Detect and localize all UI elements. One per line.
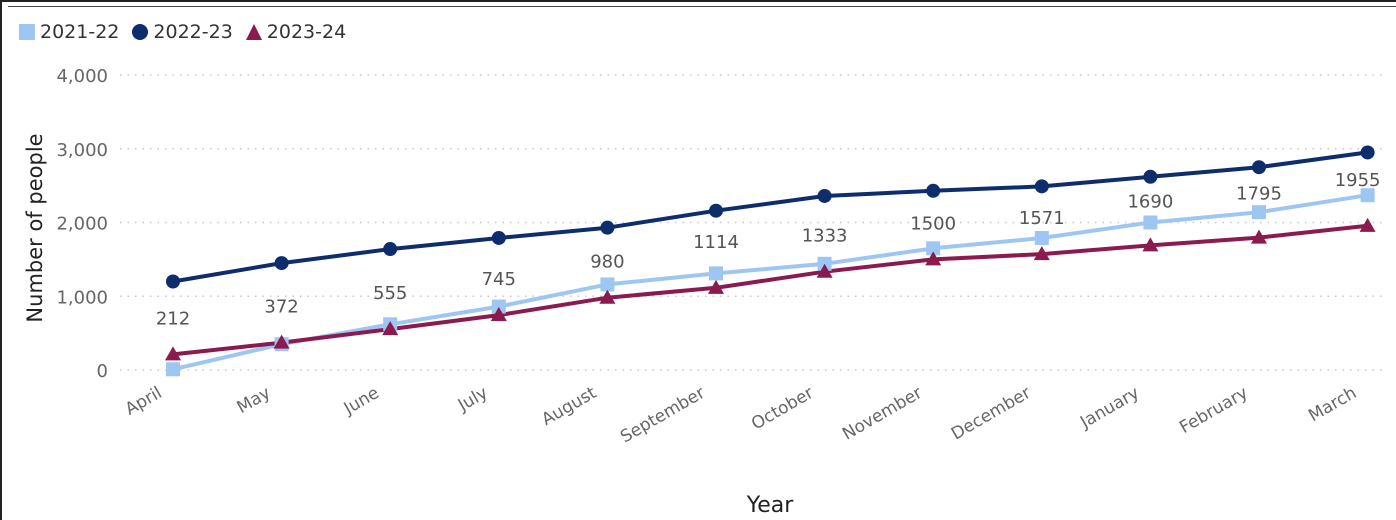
- data-point-2022-23: [383, 242, 398, 257]
- data-point-2023-24: [165, 346, 181, 361]
- data-label: 1690: [1127, 191, 1173, 212]
- data-point-2022-23: [274, 256, 289, 271]
- legend-label-2022-23: 2022-23: [153, 21, 233, 43]
- x-tick-label: November: [839, 383, 926, 445]
- data-point-2021-22: [926, 241, 941, 256]
- data-point-2021-22: [1034, 230, 1049, 245]
- data-label: 1114: [693, 232, 739, 253]
- data-point-2021-22: [1360, 188, 1375, 203]
- x-axis-title: Year: [746, 493, 795, 518]
- x-tick-label: October: [748, 383, 817, 434]
- data-point-2022-23: [491, 230, 506, 245]
- data-label: 372: [264, 297, 298, 318]
- x-tick-label: April: [122, 383, 166, 420]
- series-line-2021-22: [171, 193, 1370, 372]
- data-point-2023-24: [708, 279, 724, 294]
- data-point-2021-22: [1143, 215, 1158, 230]
- legend-label-2021-22: 2021-22: [40, 21, 120, 43]
- data-point-2022-23: [817, 188, 832, 203]
- x-tick-label: August: [538, 383, 600, 430]
- y-tick-label: 4,000: [56, 66, 108, 87]
- data-point-2022-23: [166, 274, 180, 289]
- data-point-2023-24: [599, 289, 616, 304]
- x-tick-label: June: [340, 383, 383, 419]
- data-point-2023-24: [273, 334, 290, 349]
- data-label: 1500: [910, 213, 956, 234]
- data-point-2023-24: [1142, 237, 1159, 252]
- data-label: 980: [590, 252, 624, 273]
- x-tick-label: September: [617, 383, 708, 447]
- data-point-2022-23: [1034, 179, 1049, 194]
- frame-inner-border: [8, 6, 1396, 7]
- legend: 2021-22 2022-23 2023-24: [18, 18, 358, 46]
- data-point-2023-24: [816, 263, 833, 278]
- legend-item-2022-23[interactable]: 2022-23: [131, 21, 233, 43]
- y-tick-label: 1,000: [56, 287, 108, 308]
- data-label: 212: [156, 308, 190, 329]
- y-tick-label: 2,000: [56, 214, 108, 235]
- data-point-2021-22: [1252, 205, 1266, 220]
- data-point-2022-23: [600, 220, 615, 235]
- data-point-2023-24: [490, 307, 507, 322]
- y-tick-label: 3,000: [56, 140, 108, 161]
- data-point-2022-23: [1360, 145, 1375, 160]
- series-markers: [165, 145, 1376, 377]
- legend-item-2023-24[interactable]: 2023-24: [245, 21, 346, 43]
- gridlines: [120, 74, 1385, 371]
- data-point-2021-22: [709, 266, 723, 281]
- y-axis-ticks: 0 1,000 2,000 3,000 4,000: [56, 66, 108, 382]
- x-tick-label: December: [948, 383, 1034, 444]
- data-point-2021-22: [166, 362, 180, 377]
- circle-marker-icon: [132, 24, 149, 40]
- x-tick-label: February: [1176, 383, 1251, 438]
- x-axis-ticks: April May June July August September October No…: [122, 383, 1360, 447]
- x-tick-label: January: [1076, 383, 1143, 433]
- data-point-2023-24: [1033, 246, 1050, 261]
- data-point-2023-24: [925, 251, 942, 266]
- legend-label-2023-24: 2023-24: [266, 21, 347, 43]
- triangle-marker-icon: [245, 24, 262, 40]
- y-axis-title: Number of people: [23, 133, 47, 322]
- x-tick-label: May: [234, 383, 274, 418]
- x-tick-label: July: [454, 383, 491, 416]
- data-label: 555: [373, 283, 407, 304]
- series-line-2023-24: [171, 223, 1370, 357]
- data-point-2022-23: [1252, 160, 1266, 175]
- legend-item-2021-22[interactable]: 2021-22: [18, 21, 119, 43]
- data-labels: 212 372 555 745 980 1114 1333 1500 1571 1690 1795 1…: [156, 170, 1381, 330]
- series-line-2022-23: [171, 150, 1370, 284]
- data-point-2021-22: [491, 299, 506, 314]
- square-marker-icon: [19, 24, 35, 40]
- data-label: 1795: [1236, 184, 1282, 205]
- series-lines: [171, 150, 1370, 372]
- data-point-2021-22: [600, 277, 615, 292]
- data-point-2022-23: [1143, 169, 1158, 184]
- data-label: 745: [482, 269, 516, 290]
- data-point-2022-23: [926, 183, 941, 198]
- data-point-2023-24: [1359, 217, 1376, 232]
- data-point-2023-24: [382, 321, 399, 336]
- data-label: 1333: [802, 226, 848, 247]
- y-tick-label: 0: [97, 361, 108, 382]
- data-point-2023-24: [1251, 229, 1267, 244]
- data-label: 1571: [1019, 208, 1065, 229]
- data-point-2022-23: [709, 203, 723, 218]
- data-label: 1955: [1335, 170, 1381, 191]
- x-tick-label: March: [1305, 383, 1360, 426]
